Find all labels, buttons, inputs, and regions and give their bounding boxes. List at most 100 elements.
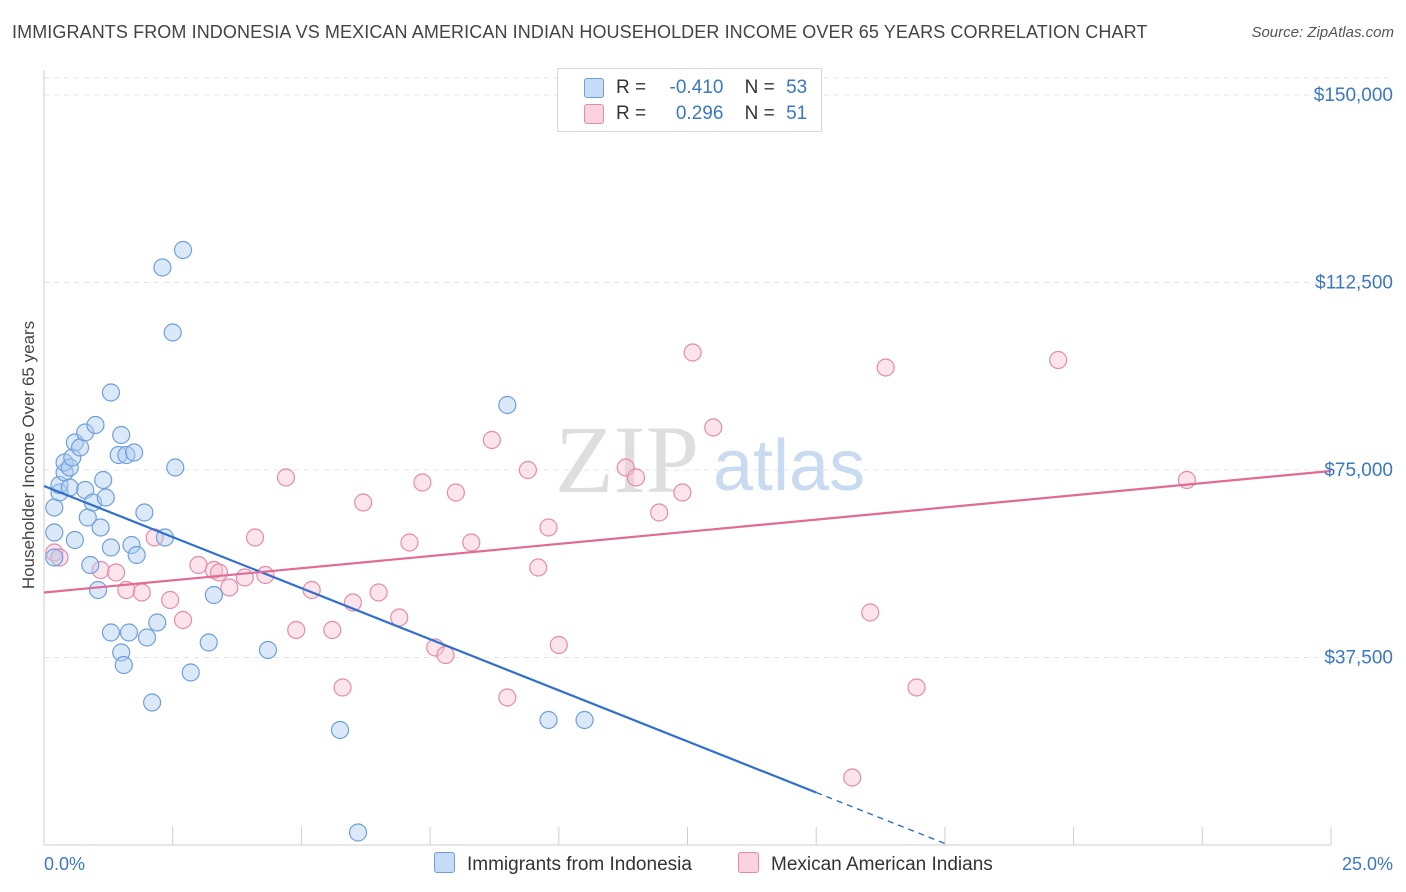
data-point bbox=[81, 555, 100, 575]
series-mexican-american-indians bbox=[45, 343, 1196, 787]
legend-n-value: 53 bbox=[786, 77, 808, 98]
data-point bbox=[166, 458, 185, 477]
data-point bbox=[348, 823, 368, 842]
data-point bbox=[143, 693, 162, 712]
data-point bbox=[173, 240, 193, 260]
data-point bbox=[91, 518, 110, 537]
data-point bbox=[119, 623, 139, 642]
bottom-legend-swatch-mexican bbox=[738, 852, 759, 873]
y-tick-label: $112,500 bbox=[1315, 273, 1393, 294]
correlation-legend: R = -0.410 N = 53 R = 0.296 N = 51 bbox=[557, 68, 822, 132]
legend-r-value: 0.296 bbox=[675, 103, 724, 124]
data-point bbox=[539, 518, 558, 537]
data-point bbox=[112, 425, 131, 445]
data-point bbox=[76, 423, 95, 442]
data-point bbox=[50, 548, 69, 567]
x-tick-labels: 0.0% 25.0% bbox=[44, 854, 1393, 874]
legend-n-value: 51 bbox=[786, 103, 808, 124]
y-tick-label: $150,000 bbox=[1314, 85, 1393, 106]
data-point bbox=[354, 493, 373, 512]
x-tick-label: 25.0% bbox=[1342, 854, 1393, 874]
data-point bbox=[106, 563, 126, 582]
legend-r-label: R = bbox=[616, 103, 647, 124]
legend-n-label: N = bbox=[744, 77, 775, 98]
trend-lines bbox=[43, 469, 1332, 845]
data-point bbox=[101, 383, 121, 402]
legend-r-value: -0.410 bbox=[669, 77, 724, 98]
data-point bbox=[101, 623, 121, 642]
chart-title: IMMIGRANTS FROM INDONESIA VS MEXICAN AME… bbox=[12, 22, 1148, 42]
legend-swatch-mexican bbox=[584, 104, 604, 124]
data-point bbox=[462, 533, 481, 552]
data-point bbox=[86, 415, 105, 435]
data-point bbox=[498, 688, 517, 707]
bottom-legend-label-mexican: Mexican American Indians bbox=[771, 854, 993, 875]
data-point bbox=[498, 395, 517, 415]
data-point bbox=[148, 613, 167, 632]
data-point bbox=[109, 445, 128, 465]
watermark-atlas: atlas bbox=[713, 426, 865, 506]
data-point bbox=[45, 523, 64, 542]
data-point bbox=[137, 628, 157, 647]
data-point bbox=[163, 323, 182, 342]
data-point bbox=[1049, 350, 1068, 370]
data-point bbox=[189, 555, 208, 575]
legend-n-label: N = bbox=[744, 103, 775, 124]
data-point bbox=[333, 678, 352, 697]
data-point bbox=[861, 603, 880, 622]
data-point bbox=[45, 548, 64, 567]
data-point bbox=[65, 530, 84, 550]
data-point bbox=[45, 543, 64, 562]
data-point bbox=[122, 535, 141, 555]
data-point bbox=[413, 473, 432, 492]
y-tick-label: $37,500 bbox=[1324, 648, 1393, 669]
y-tick-labels: $37,500 $75,000 $112,500 $150,000 bbox=[1314, 85, 1393, 669]
data-point bbox=[161, 590, 180, 610]
data-point bbox=[650, 503, 669, 522]
legend-swatch-indonesia bbox=[584, 78, 604, 98]
data-point bbox=[94, 470, 113, 490]
data-point bbox=[400, 533, 419, 552]
data-point bbox=[518, 460, 538, 480]
data-point bbox=[135, 503, 154, 522]
data-point bbox=[436, 645, 455, 665]
data-point bbox=[181, 663, 200, 682]
series-immigrants-from-indonesia bbox=[45, 240, 594, 842]
data-point bbox=[220, 578, 239, 597]
data-point bbox=[245, 528, 265, 547]
bottom-legend-indonesia: Immigrants from Indonesia bbox=[434, 852, 692, 876]
data-point bbox=[330, 720, 350, 740]
data-point bbox=[63, 448, 82, 467]
data-point bbox=[199, 633, 218, 652]
axes bbox=[43, 70, 1332, 846]
source-label: Source: ZipAtlas.com bbox=[1251, 24, 1394, 41]
data-point bbox=[549, 635, 568, 655]
y-tick-label: $75,000 bbox=[1324, 460, 1393, 481]
data-point bbox=[529, 558, 548, 577]
data-point bbox=[132, 583, 151, 602]
data-point bbox=[539, 710, 558, 730]
data-point bbox=[124, 443, 144, 462]
data-point bbox=[673, 483, 692, 502]
data-point bbox=[96, 488, 115, 507]
data-point bbox=[369, 583, 388, 602]
data-point bbox=[287, 620, 306, 640]
x-tick-label: 0.0% bbox=[44, 854, 85, 874]
data-point bbox=[907, 678, 926, 697]
bottom-legend-mexican: Mexican American Indians bbox=[738, 852, 993, 876]
data-point bbox=[173, 610, 193, 630]
trend-line-indonesia bbox=[43, 484, 817, 794]
bottom-legend-label-indonesia: Immigrants from Indonesia bbox=[467, 854, 692, 875]
legend-r-label: R = bbox=[616, 77, 647, 98]
data-point bbox=[482, 430, 501, 450]
trend-line-extension bbox=[815, 791, 946, 845]
data-point bbox=[204, 585, 223, 605]
data-point bbox=[235, 568, 254, 587]
data-point bbox=[114, 655, 133, 675]
trend-line-mexican bbox=[43, 469, 1332, 594]
data-point bbox=[88, 580, 108, 600]
data-point bbox=[276, 468, 296, 487]
data-point bbox=[876, 358, 895, 377]
data-point bbox=[323, 620, 342, 640]
